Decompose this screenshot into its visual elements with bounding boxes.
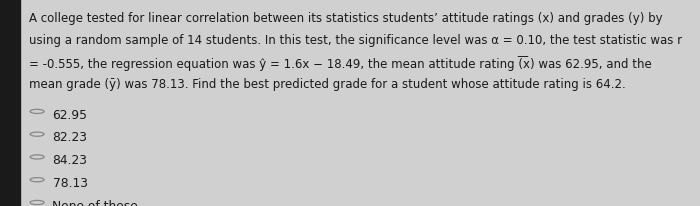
Text: 78.13: 78.13 <box>52 176 88 189</box>
FancyBboxPatch shape <box>0 0 20 206</box>
Text: 62.95: 62.95 <box>52 108 88 121</box>
Text: A college tested for linear correlation between its statistics students’ attitud: A college tested for linear correlation … <box>29 12 663 25</box>
Text: 84.23: 84.23 <box>52 153 88 166</box>
Text: mean grade (ȳ) was 78.13. Find the best predicted grade for a student whose atti: mean grade (ȳ) was 78.13. Find the best … <box>29 77 626 90</box>
Text: = -0.555, the regression equation was ŷ = 1.6x − 18.49, the mean attitude rating: = -0.555, the regression equation was ŷ … <box>29 56 652 70</box>
Text: None of these: None of these <box>52 199 139 206</box>
Text: 82.23: 82.23 <box>52 131 88 144</box>
Text: using a random sample of 14 students. In this test, the significance level was α: using a random sample of 14 students. In… <box>29 34 682 47</box>
